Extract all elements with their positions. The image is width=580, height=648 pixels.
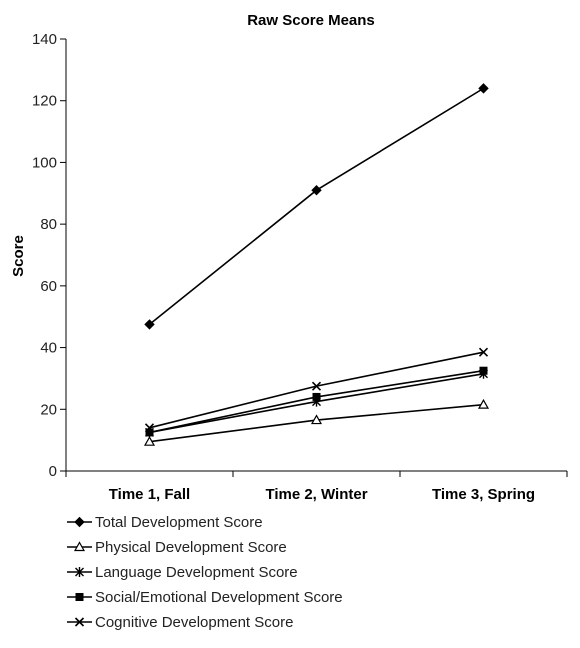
y-tick-label: 60 — [40, 278, 57, 295]
y-tick-label: 0 — [49, 463, 57, 480]
x-tick-label: Time 2, Winter — [265, 486, 367, 503]
data-point — [478, 83, 489, 94]
legend-item: Total Development Score — [67, 514, 263, 531]
y-tick-label: 100 — [32, 154, 57, 171]
data-point — [311, 381, 322, 391]
data-point — [310, 414, 323, 425]
series-line — [148, 87, 484, 326]
legend-marker — [74, 617, 85, 627]
legend-label: Social/Emotional Development Score — [95, 589, 343, 606]
legend-item: Social/Emotional Development Score — [67, 589, 343, 606]
data-point — [478, 347, 489, 357]
data-point — [145, 428, 154, 437]
data-point — [143, 435, 156, 446]
legend-item: Language Development Score — [67, 564, 298, 581]
legend: Total Development Score Physical Developm… — [67, 514, 343, 631]
x-tick-label: Time 1, Fall — [109, 486, 190, 503]
y-tick-label: 140 — [32, 31, 57, 48]
legend-label: Total Development Score — [95, 514, 263, 531]
data-point — [312, 392, 321, 401]
data-point — [479, 366, 488, 375]
legend-item: Cognitive Development Score — [67, 614, 293, 631]
data-point — [144, 319, 155, 330]
y-tick-label: 20 — [40, 401, 57, 418]
series-layer — [143, 83, 490, 446]
y-tick-label: 80 — [40, 216, 57, 233]
chart-title: Raw Score Means — [247, 12, 375, 29]
y-tick-label: 120 — [32, 93, 57, 110]
legend-marker — [73, 541, 86, 552]
series-3 — [145, 368, 488, 438]
series-1 — [144, 83, 489, 330]
axes: 0 20 40 60 80 100 120 140 Time 1, Fall Time 2, Wi… — [32, 31, 568, 503]
legend-item: Physical Development Score — [67, 539, 287, 556]
x-tick-label: Time 3, Spring — [432, 486, 535, 503]
legend-marker — [75, 567, 84, 577]
data-point — [477, 398, 490, 409]
series-2 — [143, 398, 490, 446]
data-point — [311, 184, 322, 196]
legend-label: Language Development Score — [95, 564, 298, 581]
legend-label: Physical Development Score — [95, 539, 287, 556]
series-5 — [144, 347, 489, 433]
data-point — [144, 423, 155, 433]
legend-marker — [74, 516, 85, 528]
y-tick-label: 40 — [40, 340, 57, 357]
y-axis-label: Score — [10, 235, 27, 277]
legend-label: Cognitive Development Score — [95, 614, 293, 631]
legend-marker — [75, 593, 84, 601]
series-4 — [145, 366, 488, 437]
